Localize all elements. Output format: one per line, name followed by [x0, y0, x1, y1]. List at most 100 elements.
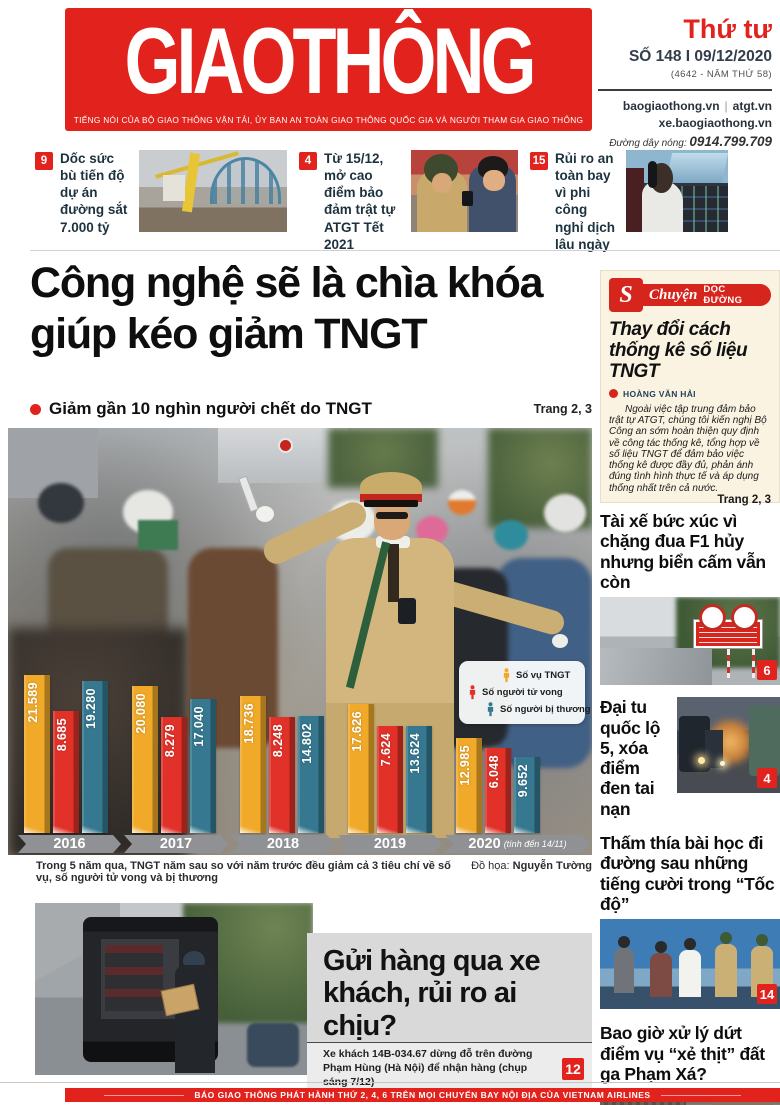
bar-value-label: 7.624 [379, 733, 393, 767]
legend-label: Số người tử vong [482, 687, 563, 698]
strip-divider [30, 250, 780, 251]
top-teaser-strip: 9 Dốc sức bù tiến độ dự án đường sắt 7.0… [35, 150, 780, 253]
column-box-chuyen-doc-duong: S Chuyện DỌC ĐƯỜNG Thay đổi cách thống k… [600, 270, 780, 506]
bar-so-nguoi-tu-vong-2017: 8.279 [161, 717, 187, 833]
windshield-shape [665, 153, 728, 183]
headlight-shape [697, 756, 705, 764]
motorbike-shape [247, 1023, 299, 1067]
sidebar-article-toc-do: Thấm thía bài học đi đường sau những tiế… [600, 833, 780, 1010]
bar-value-label: 18.736 [242, 703, 256, 744]
bullet-icon [30, 403, 41, 415]
sidebar-article-ql5: Đại tu quốc lộ 5, xóa điểm đen tai nạn 4 [600, 697, 780, 819]
cap-band-shape [360, 494, 422, 502]
chart-credit: Đồ họa: Nguyễn Tường [471, 860, 592, 872]
teaser-rail-project: 9 Dốc sức bù tiến độ dự án đường sắt 7.0… [35, 150, 287, 253]
year-label: 2020 [468, 836, 501, 852]
year-segment-2020: 2020 (tính đến 14/11) [445, 835, 590, 853]
building-shape [218, 428, 348, 483]
road-shape [600, 648, 712, 686]
sidebar-article-f1: Tài xế bức xúc vì chặng đua F1 hủy nhưng… [600, 511, 780, 686]
lead-page-ref: Trang 2, 3 [533, 402, 592, 416]
bar-value-label: 8.685 [55, 718, 69, 752]
bar-chart: 21.589 8.685 19.280 20.080 8.279 17.040 18.736… [24, 675, 540, 833]
hotline: Đường dây nóng: 0914.799.709 [598, 134, 772, 149]
bottom-story-caption: Xe khách 14B-034.67 dừng đỗ trên đường P… [323, 1048, 533, 1088]
helmet-shape [544, 494, 586, 532]
chart-group-2020: 12.985 6.048 9.652 [456, 738, 540, 833]
column-header: S Chuyện DỌC ĐƯỜNG [609, 278, 771, 312]
green-sign-shape [138, 520, 178, 550]
bar-value-label: 17.626 [350, 711, 364, 752]
article-title: Đại tu quốc lộ 5, xóa điểm đen tai nạn [600, 697, 661, 819]
column-kicker-banner: Chuyện DỌC ĐƯỜNG [641, 284, 771, 306]
bar-so-vu-tngt-2019: 17.626 [348, 704, 374, 833]
article-photo-stage-play: 14 [600, 919, 780, 1010]
year-segment-2018: 2018 [231, 835, 335, 853]
lead-headline: Công nghệ sẽ là chìa khóa giúp kéo giảm … [30, 259, 544, 358]
page-number-badge: 12 [562, 1057, 584, 1080]
structure-shape [162, 174, 185, 201]
breathalyzer-shape [462, 191, 474, 206]
actor-head-shape [719, 932, 732, 945]
bar-value-label: 14.802 [300, 723, 314, 764]
bar-so-nguoi-bi-thuong-2020: 9.652 [514, 757, 540, 833]
teaser-title: Rủi ro an toàn bay vì phi công nghỉ dịch… [555, 151, 615, 252]
site-xe: xe.baogiaothong.vn [658, 116, 772, 130]
chart-group-2019: 17.626 7.624 13.624 [348, 704, 432, 833]
face-shape [432, 172, 452, 193]
police-actor-shape [715, 932, 737, 997]
bar-so-vu-tngt-2017: 20.080 [132, 686, 158, 833]
helmet-shape [38, 483, 84, 523]
actor-shape [650, 941, 672, 997]
teaser-photo-pilot [626, 150, 728, 232]
teaser-title: Từ 15/12, mở cao điểm bảo đảm trật tự AT… [324, 151, 396, 252]
column-body: Ngoài việc tập trung đảm bảo trật tự ATG… [609, 403, 771, 506]
issue-divider [598, 89, 772, 91]
lead-subhead: Giảm gần 10 nghìn người chết do TNGT Tra… [30, 399, 592, 419]
teaser-photo-rail-construction [139, 150, 287, 232]
issue-note: (4642 - NĂM THỨ 58) [670, 69, 772, 80]
year-label: 2016 [53, 836, 86, 852]
actor-head-shape [755, 934, 768, 947]
footer-text: BÁO GIAO THÔNG PHÁT HÀNH THỨ 2, 4, 6 TRÊ… [194, 1090, 651, 1100]
kicker-script: Chuyện [649, 286, 698, 303]
author-name: HOÀNG VĂN HẢI [623, 388, 696, 399]
article-photo-highway-night: 4 [677, 697, 780, 794]
cap-brim-shape [364, 500, 418, 507]
year-label: 2018 [266, 836, 300, 852]
actor-shape [614, 936, 635, 993]
article-title: Thấm thía bài học đi đường sau những tiế… [600, 833, 775, 914]
person-shape [175, 965, 215, 1073]
chart-caption: Trong 5 năm qua, TNGT năm sau so với năm… [36, 860, 451, 884]
chart-group-2017: 20.080 8.279 17.040 [132, 686, 216, 833]
tie-shape [388, 544, 399, 602]
bar-so-nguoi-tu-vong-2019: 7.624 [377, 726, 403, 833]
column-body-text: Ngoài việc tập trung đảm bảo trật tự ATG… [609, 403, 767, 494]
year-segment-2016: 2016 [18, 835, 121, 853]
actor-head-shape [683, 937, 696, 950]
bar-so-nguoi-tu-vong-2020: 6.048 [485, 748, 511, 833]
legend-item-deaths: Số người tử vong [467, 684, 577, 701]
pole-shape [751, 642, 755, 679]
sunglasses-shape [376, 512, 408, 519]
column-page-ref: Trang 2, 3 [717, 494, 771, 507]
legend-item-injuries: Số người bị thương [467, 701, 591, 718]
actor-head-shape [618, 936, 631, 948]
issue-info: Thứ tư SỐ 148 I 09/12/2020 (4642 - NĂM T… [598, 16, 772, 149]
bar-value-label: 6.048 [487, 755, 501, 789]
pole-shape [726, 642, 730, 679]
bar-value-label: 17.040 [192, 706, 206, 747]
headlight-shape [720, 760, 726, 766]
shack-shape [711, 1101, 773, 1105]
page-number-badge: 9 [35, 152, 53, 170]
credit-label: Đồ họa: [471, 860, 510, 872]
police-actor-shape [751, 934, 773, 997]
paver-machine-shape [749, 704, 780, 776]
page-number-badge: 4 [757, 768, 777, 789]
hotline-label: Đường dây nóng: [609, 138, 687, 149]
bar-value-label: 9.652 [516, 764, 530, 798]
year-segment-2017: 2017 [124, 835, 228, 853]
year-label: 2019 [373, 836, 407, 852]
person-icon [469, 685, 476, 700]
truck-shape [704, 729, 724, 769]
